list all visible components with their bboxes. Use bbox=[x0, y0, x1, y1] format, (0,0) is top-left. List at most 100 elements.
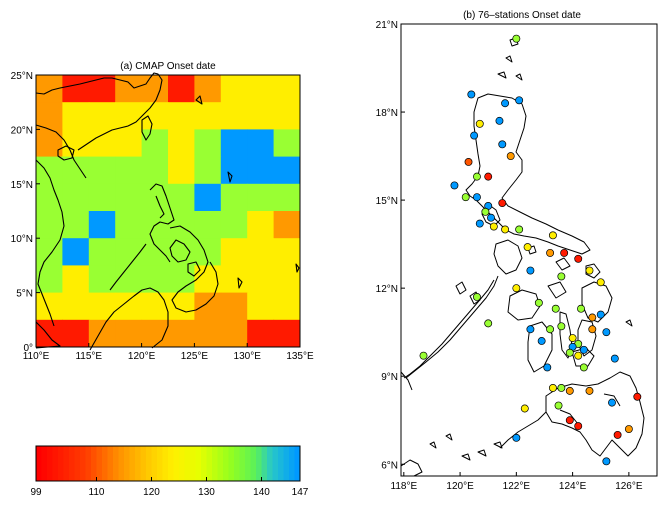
station-marker bbox=[548, 383, 557, 392]
station-marker bbox=[543, 363, 552, 372]
colorbar-segment bbox=[140, 446, 147, 481]
panel-b-coastlines bbox=[400, 37, 645, 477]
station-marker bbox=[565, 348, 574, 357]
heatmap-cell bbox=[115, 265, 143, 294]
station-marker bbox=[546, 325, 555, 334]
heatmap-cell bbox=[115, 292, 143, 321]
heatmap-cell bbox=[273, 292, 301, 321]
colorbar-tick-label: 130 bbox=[198, 487, 215, 498]
heatmap-cell bbox=[168, 75, 195, 103]
station-marker bbox=[520, 404, 529, 413]
heatmap-cell bbox=[88, 129, 116, 158]
colorbar-segment bbox=[85, 446, 92, 481]
station-marker bbox=[515, 96, 524, 105]
colorbar-tick-label: 110 bbox=[89, 487, 105, 498]
heatmap-cell bbox=[62, 292, 90, 321]
colorbar bbox=[36, 446, 301, 481]
colorbar-segment bbox=[47, 446, 53, 481]
station-marker bbox=[557, 272, 566, 281]
heatmap-cell bbox=[36, 319, 63, 348]
colorbar-segment bbox=[173, 446, 180, 481]
station-marker bbox=[473, 193, 481, 202]
station-marker bbox=[557, 322, 566, 331]
heatmap-cell bbox=[141, 102, 169, 130]
panel-a-axes: 110°E 115°E 120°E 125°E 130°E 135°E 0° 5°N 10°N 1… bbox=[11, 71, 314, 362]
heatmap-cell bbox=[220, 319, 248, 348]
heatmap-cell bbox=[36, 292, 63, 321]
station-marker bbox=[560, 248, 569, 257]
heatmap-cell bbox=[168, 265, 195, 294]
colorbar-segment bbox=[36, 446, 42, 481]
colorbar-segment bbox=[80, 446, 86, 481]
colorbar-segment bbox=[212, 446, 218, 481]
station-marker bbox=[602, 457, 611, 466]
station-marker bbox=[501, 99, 510, 108]
heatmap-cell bbox=[62, 129, 90, 158]
colorbar-segment bbox=[228, 446, 235, 481]
y-tick-label: 15°N bbox=[376, 196, 398, 207]
x-tick-label: 120°E bbox=[128, 351, 156, 362]
station-marker bbox=[473, 172, 481, 181]
heatmap-cell bbox=[220, 183, 248, 212]
heatmap-cell bbox=[141, 292, 169, 321]
colorbar-segment bbox=[267, 446, 273, 481]
station-marker bbox=[596, 310, 605, 319]
station-marker bbox=[484, 172, 493, 181]
station-marker bbox=[481, 207, 490, 216]
colorbar-segment bbox=[113, 446, 119, 481]
station-marker bbox=[565, 416, 574, 425]
station-marker bbox=[461, 193, 470, 202]
heatmap-cell bbox=[141, 75, 169, 103]
station-markers bbox=[419, 34, 642, 466]
colorbar-segment bbox=[245, 446, 251, 481]
colorbar-segment bbox=[206, 446, 213, 481]
heatmap-cell bbox=[273, 102, 301, 130]
heatmap-cell bbox=[194, 211, 222, 239]
station-marker bbox=[464, 157, 473, 166]
heatmap-cell bbox=[168, 129, 195, 158]
station-marker bbox=[568, 334, 577, 343]
heatmap-cell bbox=[194, 102, 222, 130]
heatmap-cell bbox=[194, 183, 222, 212]
colorbar-segment bbox=[283, 446, 290, 481]
station-marker bbox=[624, 425, 633, 433]
colorbar-tick-label: 99 bbox=[30, 487, 42, 498]
heatmap-cell bbox=[273, 211, 301, 239]
panel-a-title: (a) CMAP Onset date bbox=[120, 61, 216, 72]
heatmap-cell bbox=[247, 238, 275, 266]
colorbar-segment bbox=[250, 446, 257, 481]
colorbar-tick-label: 140 bbox=[253, 487, 270, 498]
heatmap-cell bbox=[220, 238, 248, 266]
station-marker bbox=[579, 345, 588, 354]
heatmap-cell bbox=[62, 319, 90, 348]
colorbar-frame bbox=[35, 445, 301, 482]
heatmap-cell bbox=[36, 129, 63, 158]
station-marker bbox=[633, 392, 642, 401]
colorbar-segment bbox=[135, 446, 141, 481]
heatmap-cell bbox=[88, 319, 116, 348]
x-tick-label: 124°E bbox=[559, 481, 587, 492]
station-marker bbox=[512, 284, 521, 293]
colorbar-segment bbox=[179, 446, 185, 481]
station-marker bbox=[506, 152, 515, 161]
colorbar-segment bbox=[96, 446, 103, 481]
x-tick-label: 120°E bbox=[446, 481, 474, 492]
heatmap-cell bbox=[247, 102, 275, 130]
station-marker bbox=[574, 422, 583, 431]
heatmap-cell bbox=[88, 265, 116, 294]
station-marker bbox=[523, 243, 532, 252]
heatmap-cell bbox=[273, 238, 301, 266]
y-tick-label: 12°N bbox=[376, 284, 398, 295]
station-marker bbox=[475, 219, 484, 228]
colorbar-segment bbox=[52, 446, 59, 481]
colorbar-segment bbox=[294, 446, 301, 481]
heatmap-cell bbox=[36, 183, 63, 212]
heatmap-cell bbox=[88, 183, 116, 212]
heatmap-cell bbox=[247, 292, 275, 321]
heatmap-cell bbox=[115, 183, 143, 212]
y-tick-label: 0° bbox=[23, 343, 33, 354]
station-marker bbox=[526, 266, 535, 275]
y-tick-label: 18°N bbox=[376, 108, 398, 119]
heatmap-cell bbox=[168, 183, 195, 212]
station-marker bbox=[577, 304, 585, 313]
